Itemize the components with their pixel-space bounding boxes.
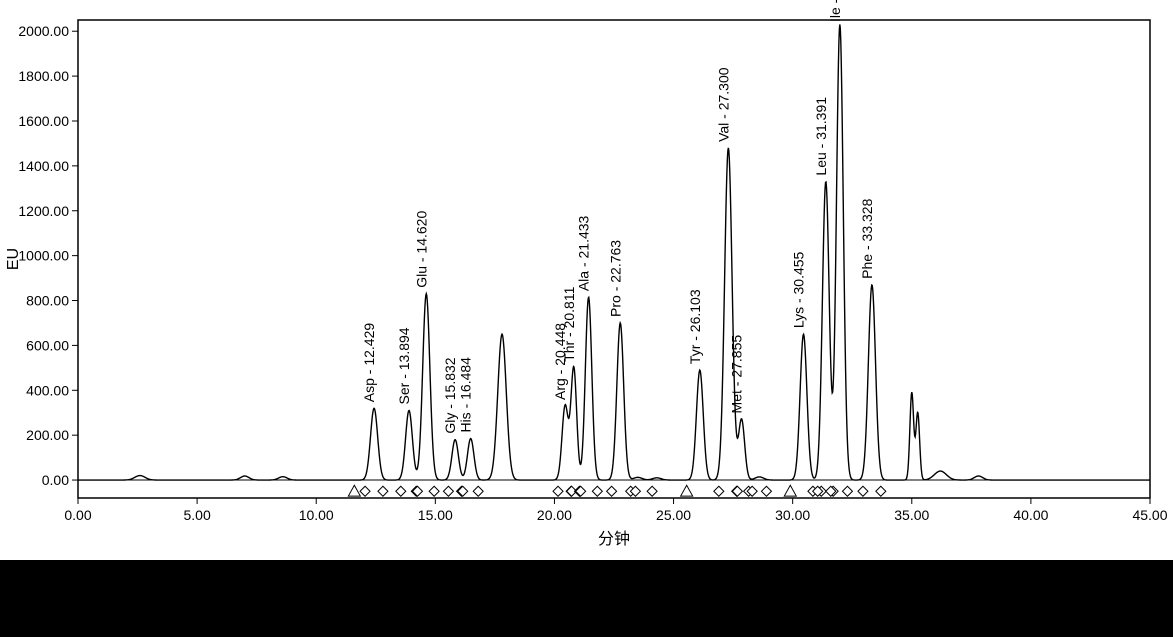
diamond-marker <box>607 486 617 496</box>
x-tick-label: 10.00 <box>299 507 334 523</box>
diamond-marker <box>553 486 563 496</box>
y-tick-label: 600.00 <box>26 337 69 353</box>
peak-label: Gly - 15.832 <box>442 357 458 433</box>
y-tick-label: 1600.00 <box>18 113 69 129</box>
peak-label: Ser - 13.894 <box>396 327 412 404</box>
x-tick-label: 40.00 <box>1013 507 1048 523</box>
x-tick-label: 20.00 <box>537 507 572 523</box>
peak-label: Glu - 14.620 <box>413 211 429 288</box>
diamond-marker <box>858 486 868 496</box>
x-tick-label: 5.00 <box>183 507 210 523</box>
x-tick-label: 0.00 <box>64 507 91 523</box>
x-tick-label: 35.00 <box>894 507 929 523</box>
diamond-marker <box>412 486 422 496</box>
diamond-marker <box>378 486 388 496</box>
diamond-marker <box>732 486 742 496</box>
triangle-marker <box>681 485 693 496</box>
y-tick-label: 1800.00 <box>18 68 69 84</box>
x-tick-label: 25.00 <box>656 507 691 523</box>
triangle-marker <box>784 485 796 496</box>
triangle-marker <box>348 485 360 496</box>
diamond-marker <box>458 486 468 496</box>
x-tick-label: 30.00 <box>775 507 810 523</box>
y-axis-title: EU <box>5 248 22 270</box>
y-tick-label: 2000.00 <box>18 23 69 39</box>
y-tick-label: 400.00 <box>26 382 69 398</box>
peak-label: Met - 27.855 <box>729 335 745 414</box>
peak-label: His - 16.484 <box>458 357 474 433</box>
peak-label: Val - 27.300 <box>715 67 731 142</box>
peak-label: Pro - 22.763 <box>607 240 623 317</box>
y-tick-label: 800.00 <box>26 293 69 309</box>
diamond-marker <box>360 486 370 496</box>
diamond-marker <box>443 486 453 496</box>
x-tick-label: 15.00 <box>418 507 453 523</box>
y-tick-label: 0.00 <box>42 472 69 488</box>
x-tick-label: 45.00 <box>1132 507 1167 523</box>
chromatogram-chart: 0.00 200.00 400.00 600.00 800.00 1000.00 1200.… <box>0 0 1173 560</box>
y-tick-label: 1000.00 <box>18 248 69 264</box>
peak-label: Ala - 21.433 <box>576 215 592 291</box>
chart-container: 0.00 200.00 400.00 600.00 800.00 1000.00 1200.… <box>0 0 1173 560</box>
peak-label: Asp - 12.429 <box>361 323 377 403</box>
diamond-marker <box>761 486 771 496</box>
diamond-marker <box>647 486 657 496</box>
peak-label: Ile - 31.981 <box>827 0 843 22</box>
diamond-marker <box>592 486 602 496</box>
peak-label: Tyr - 26.103 <box>687 289 703 364</box>
diamond-marker <box>714 486 724 496</box>
diamond-marker <box>429 486 439 496</box>
diamond-marker <box>876 486 886 496</box>
x-axis-title: 分钟 <box>598 530 630 548</box>
peak-label: Phe - 33.328 <box>859 198 875 278</box>
diamond-marker <box>473 486 483 496</box>
diamond-marker <box>576 486 586 496</box>
peak-label: Lys - 30.455 <box>791 251 807 328</box>
y-tick-label: 1400.00 <box>18 158 69 174</box>
y-tick-label: 200.00 <box>26 427 69 443</box>
diamond-marker <box>842 486 852 496</box>
peak-label: Leu - 31.391 <box>813 97 829 176</box>
diamond-marker <box>396 486 406 496</box>
y-tick-label: 1200.00 <box>18 203 69 219</box>
peak-label: Thr - 20.811 <box>561 286 577 361</box>
